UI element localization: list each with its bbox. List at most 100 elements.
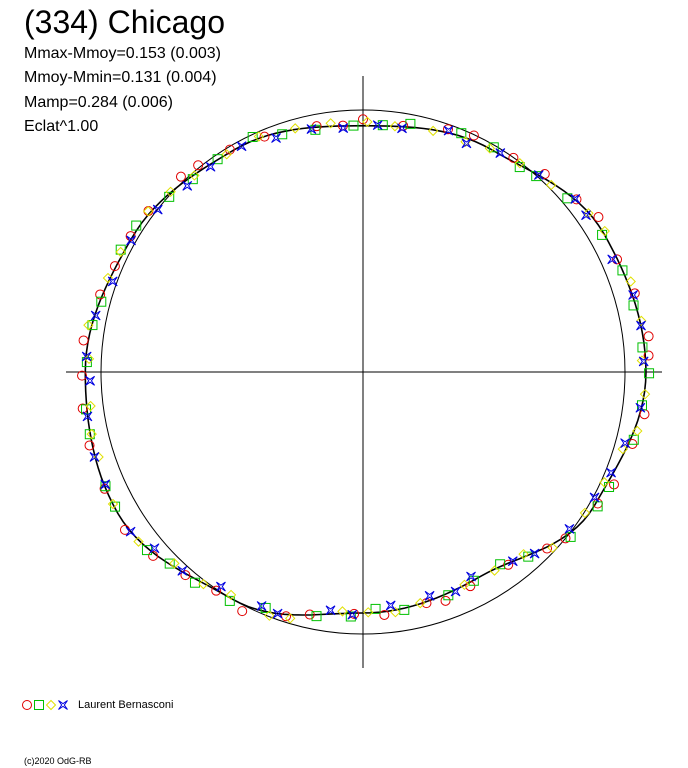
point-star — [152, 204, 163, 215]
point-diamond — [165, 186, 176, 198]
point-star — [564, 523, 575, 534]
point-star — [635, 402, 646, 413]
point-diamond — [115, 246, 126, 258]
point-star — [397, 123, 407, 134]
point-circle — [259, 131, 270, 142]
point-circle — [468, 130, 479, 141]
legend-symbols — [22, 699, 68, 711]
observation-points — [77, 114, 655, 624]
stat-eclat: Eclat^1.00 — [24, 118, 99, 135]
point-star — [236, 141, 247, 152]
point-diamond — [85, 400, 96, 412]
point-square — [628, 300, 639, 311]
point-circle — [643, 331, 654, 342]
point-star — [107, 276, 118, 287]
point-star — [461, 138, 472, 149]
point-square — [224, 595, 235, 606]
point-diamond — [546, 179, 557, 191]
point-diamond — [547, 542, 558, 554]
point-diamond — [325, 118, 336, 129]
point-square — [164, 558, 175, 569]
point-diamond — [107, 498, 119, 510]
point-star — [85, 375, 95, 386]
point-square — [189, 577, 200, 588]
point-star — [450, 586, 461, 597]
point-square — [456, 128, 467, 139]
point-square — [164, 191, 175, 202]
point-square — [637, 342, 648, 353]
point-star — [606, 467, 616, 478]
point-circle — [95, 289, 106, 300]
point-circle — [193, 160, 204, 171]
point-star — [216, 581, 226, 592]
point-star — [126, 235, 136, 246]
point-diamond — [86, 428, 97, 440]
point-circle — [358, 114, 369, 125]
point-circle — [593, 212, 604, 223]
point-diamond — [484, 143, 496, 154]
point-diamond — [337, 606, 348, 617]
point-circle — [84, 440, 95, 451]
point-diamond — [142, 206, 154, 217]
point-star — [570, 193, 581, 204]
point-square — [514, 162, 525, 173]
point-diamond — [518, 548, 529, 560]
point-diamond — [636, 315, 647, 327]
point-square — [488, 142, 499, 153]
point-star — [529, 548, 540, 559]
point-square — [644, 368, 655, 379]
point-star — [607, 254, 618, 265]
point-circle — [281, 611, 292, 622]
stat-mmax-mmoy: Mmax-Mmoy=0.153 (0.003) — [24, 45, 221, 62]
point-diamond — [102, 272, 114, 284]
point-star — [424, 590, 435, 601]
point-circle — [508, 152, 519, 163]
point-star — [338, 123, 349, 133]
legend-symbol-diamond — [45, 699, 57, 711]
point-star — [466, 571, 476, 582]
point-star — [182, 180, 193, 191]
point-circle — [148, 550, 159, 561]
point-diamond — [169, 558, 180, 569]
legend-symbol-circle — [22, 700, 32, 710]
point-square — [87, 320, 98, 331]
point-diamond — [284, 613, 296, 624]
point-star — [638, 356, 649, 367]
point-star — [533, 170, 544, 180]
point-star — [82, 411, 93, 422]
point-square — [100, 481, 111, 492]
point-star — [589, 492, 600, 503]
point-diamond — [599, 225, 610, 237]
point-diamond — [632, 425, 643, 437]
point-diamond — [489, 565, 500, 576]
point-circle — [175, 171, 186, 182]
point-square — [565, 531, 576, 542]
point-diamond — [198, 578, 209, 590]
point-square — [247, 132, 258, 143]
point-square — [131, 220, 142, 231]
point-diamond — [579, 507, 591, 519]
point-star — [507, 556, 518, 567]
point-diamond — [514, 158, 526, 169]
point-diamond — [221, 149, 232, 160]
point-diamond — [133, 536, 144, 547]
point-circle — [77, 403, 88, 414]
point-star — [372, 120, 383, 131]
point-star — [495, 148, 506, 158]
point-star — [306, 124, 317, 134]
point-square — [115, 244, 126, 255]
point-diamond — [264, 610, 275, 621]
point-diamond — [599, 477, 610, 488]
point-diamond — [363, 607, 374, 618]
point-star — [90, 310, 101, 321]
point-star — [89, 452, 100, 462]
legend: Laurent Bernasconi — [20, 696, 173, 714]
point-circle — [560, 533, 571, 544]
point-star — [581, 210, 591, 221]
point-star — [628, 290, 639, 300]
point-diamond — [390, 607, 401, 618]
point-circle — [78, 335, 89, 346]
point-diamond — [83, 319, 94, 331]
point-square — [277, 129, 288, 140]
point-square — [495, 559, 506, 570]
